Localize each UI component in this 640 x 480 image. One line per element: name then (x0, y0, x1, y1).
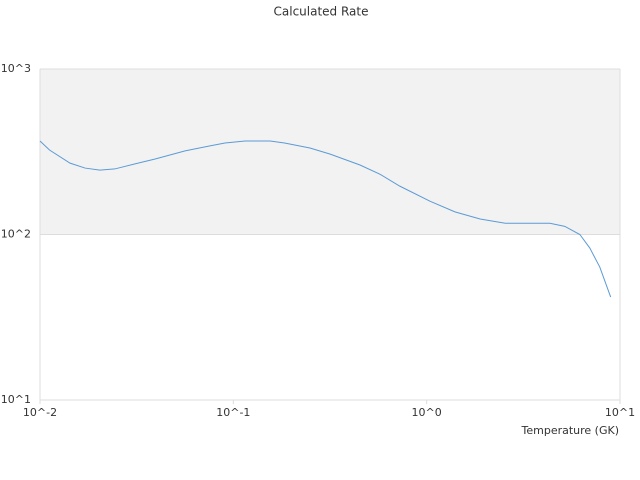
x-tick-label: 10^-2 (23, 406, 57, 419)
x-tick-label: 10^-1 (216, 406, 250, 419)
x-tick-label: 10^1 (605, 406, 635, 419)
y-tick-label: 10^2 (1, 228, 31, 241)
chart-title: Calculated Rate (274, 5, 369, 19)
x-axis-label: Temperature (GK) (521, 424, 620, 437)
y-tick-label: 10^1 (1, 393, 31, 406)
x-tick-label: 10^0 (412, 406, 442, 419)
data-line (39, 140, 612, 298)
plot-band (40, 69, 620, 235)
y-tick-label: 10^3 (1, 62, 31, 75)
